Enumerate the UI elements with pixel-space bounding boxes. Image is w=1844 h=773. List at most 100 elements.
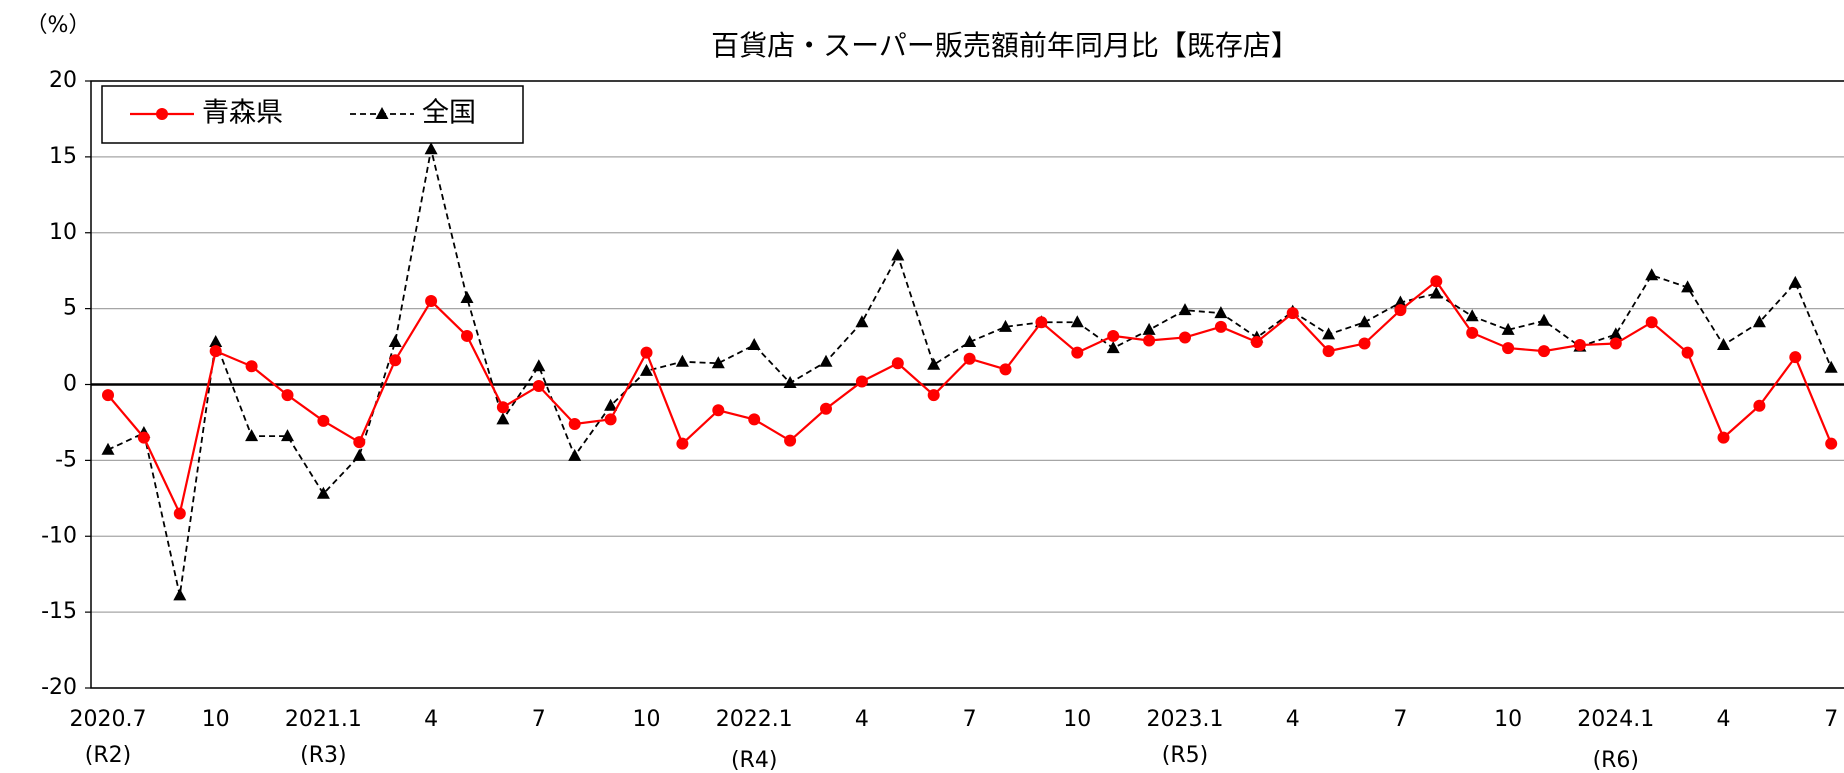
era-label: (R3) <box>300 743 346 768</box>
legend-marker <box>156 108 168 120</box>
data-point <box>676 437 689 450</box>
data-point <box>1107 329 1120 342</box>
data-point <box>1717 338 1730 351</box>
legend-label: 青森県 <box>202 98 283 129</box>
x-tick-label: 4 <box>424 707 438 732</box>
data-point <box>209 335 223 348</box>
data-point <box>891 357 904 370</box>
data-point <box>1752 315 1766 328</box>
y-tick-label: -5 <box>55 447 77 472</box>
data-point <box>1035 316 1048 329</box>
data-point <box>1645 316 1658 329</box>
data-point <box>1358 315 1371 328</box>
data-point <box>1358 337 1371 350</box>
x-tick-label: 2022.1 <box>716 707 793 732</box>
data-point <box>460 291 474 304</box>
data-point <box>783 375 797 388</box>
data-point <box>1502 342 1515 355</box>
data-point <box>1753 399 1766 412</box>
x-tick-label: 2021.1 <box>285 707 362 732</box>
data-point <box>1179 331 1191 344</box>
data-point <box>640 363 653 376</box>
data-point <box>317 414 330 427</box>
data-point <box>1573 339 1586 352</box>
data-point <box>640 346 653 359</box>
x-tick-label: 7 <box>963 707 977 732</box>
data-point <box>173 588 187 601</box>
x-tick-label: 7 <box>1824 707 1838 732</box>
y-tick-label: 20 <box>49 68 77 93</box>
data-point <box>604 413 617 426</box>
chart-title: 百貨店・スーパー販売額前年同月比【既存店】 <box>711 29 1299 62</box>
data-point <box>1538 345 1550 358</box>
data-point <box>1789 351 1802 364</box>
data-point <box>712 404 725 417</box>
data-point <box>1322 345 1335 358</box>
x-tick-label: 2020.7 <box>70 707 147 732</box>
data-point <box>245 360 258 373</box>
data-point <box>102 389 114 402</box>
data-point <box>568 417 581 430</box>
data-point <box>496 401 509 414</box>
data-point <box>784 434 797 447</box>
y-unit-label: （%） <box>26 13 91 38</box>
x-tick-label: 2023.1 <box>1147 707 1224 732</box>
data-point <box>532 359 546 372</box>
data-point <box>389 354 402 367</box>
legend-label: 全国 <box>422 98 476 129</box>
x-tick-label: 4 <box>855 707 869 732</box>
era-label: (R5) <box>1162 743 1208 768</box>
data-point <box>1537 313 1551 326</box>
data-point <box>1501 322 1515 335</box>
data-point <box>1824 360 1838 373</box>
y-tick-label: 0 <box>63 372 77 397</box>
data-point <box>1681 280 1695 293</box>
series-line <box>107 279 1833 517</box>
data-point <box>209 345 222 358</box>
data-point <box>353 436 366 449</box>
data-point <box>1214 306 1228 319</box>
x-tick-label: 7 <box>532 707 546 732</box>
y-tick-label: 15 <box>49 144 77 169</box>
data-point <box>101 442 115 455</box>
data-point <box>316 486 330 499</box>
data-point <box>999 363 1012 376</box>
data-point <box>927 389 940 402</box>
data-point <box>1466 326 1479 339</box>
y-tick-label: -15 <box>41 599 77 624</box>
y-tick-label: 5 <box>63 296 77 321</box>
data-point <box>891 248 905 261</box>
data-point <box>1286 307 1299 320</box>
x-tick-label: 7 <box>1393 707 1407 732</box>
x-tick-label: 10 <box>1063 707 1091 732</box>
data-point <box>1465 309 1479 322</box>
plot-frame <box>90 80 1844 689</box>
y-tick-label: 10 <box>49 220 77 245</box>
y-tick-label: -20 <box>41 675 77 700</box>
x-tick-label: 10 <box>1494 707 1522 732</box>
data-point <box>281 429 294 442</box>
data-point <box>1214 320 1227 333</box>
series-line <box>107 149 1833 596</box>
data-point <box>747 338 761 351</box>
data-point <box>245 429 259 442</box>
legend-marker <box>375 107 389 119</box>
data-point <box>855 375 868 388</box>
data-point <box>1429 286 1443 299</box>
data-point <box>748 413 761 426</box>
data-point <box>281 389 294 402</box>
data-point <box>496 412 510 425</box>
data-point <box>568 448 582 461</box>
data-point <box>927 357 941 370</box>
x-tick-label: 4 <box>1286 707 1300 732</box>
x-tick-label: 4 <box>1717 707 1731 732</box>
era-label: (R2) <box>85 743 131 768</box>
data-point <box>532 380 545 393</box>
data-point <box>1645 268 1659 281</box>
x-tick-label: 10 <box>633 707 661 732</box>
data-point <box>855 315 869 328</box>
data-point <box>999 319 1012 332</box>
data-point <box>1788 275 1802 288</box>
x-tick-label: 10 <box>202 707 230 732</box>
